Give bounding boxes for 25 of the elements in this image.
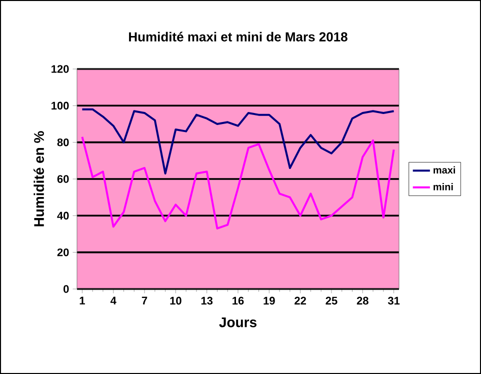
legend-label: maxi bbox=[434, 166, 456, 174]
x-tick-label: 4 bbox=[110, 296, 116, 304]
x-tick-label: 13 bbox=[201, 296, 213, 305]
line-series bbox=[81, 136, 395, 230]
y-tick-label: 60 bbox=[57, 175, 69, 183]
y-tick-label: 40 bbox=[57, 212, 69, 220]
x-tick-label: 7 bbox=[142, 296, 148, 304]
y-tick-label: 100 bbox=[52, 102, 69, 110]
x-tick-label: 19 bbox=[264, 296, 275, 305]
x-axis-title: Jours bbox=[219, 317, 256, 328]
line-series bbox=[81, 108, 395, 174]
x-tick-label: 25 bbox=[326, 296, 338, 305]
legend-label: mini bbox=[434, 182, 453, 190]
x-tick-label: 16 bbox=[232, 296, 244, 305]
y-tick-label: 0 bbox=[64, 285, 69, 293]
y-axis-title: Humidité en % bbox=[34, 131, 44, 226]
y-tick-label: 20 bbox=[57, 248, 69, 256]
chart-title: Humidité maxi et mini de Mars 2018 bbox=[129, 32, 348, 42]
x-tick-label: 1 bbox=[80, 296, 85, 304]
x-tick-label: 10 bbox=[170, 296, 182, 305]
x-tick-label: 22 bbox=[294, 296, 306, 304]
x-tick-label: 31 bbox=[388, 296, 400, 305]
y-tick-label: 80 bbox=[57, 138, 69, 146]
x-tick-label: 28 bbox=[356, 296, 368, 305]
y-tick-label: 120 bbox=[52, 65, 69, 73]
